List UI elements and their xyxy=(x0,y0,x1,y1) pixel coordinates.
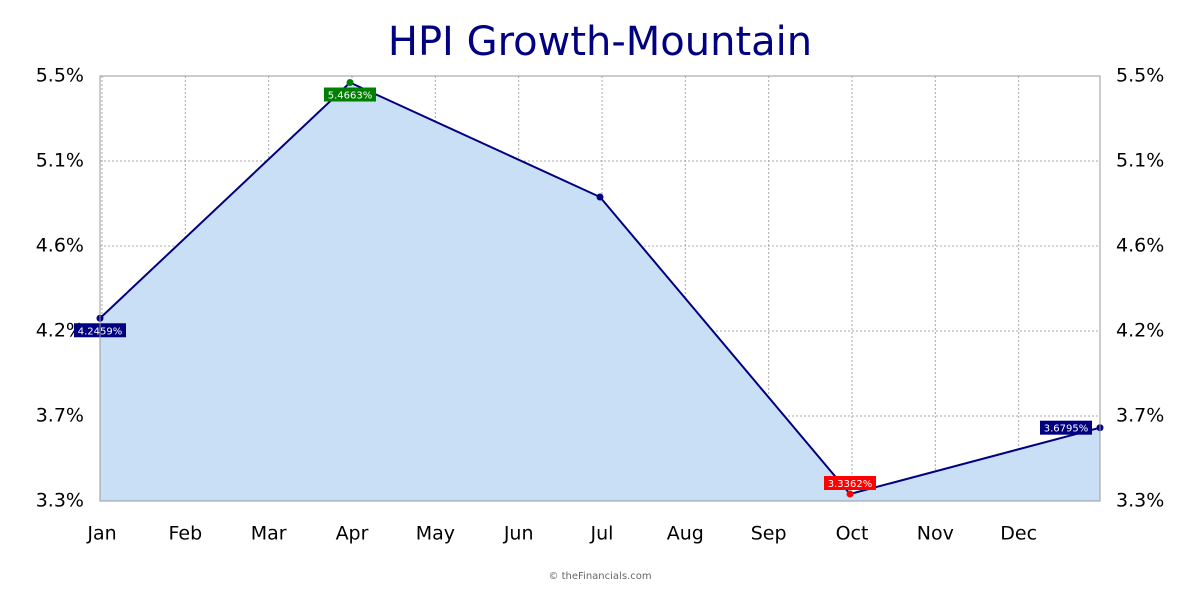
y2-tick-label: 5.5% xyxy=(1116,65,1164,87)
value-label: 3.3362% xyxy=(828,479,873,490)
value-label-bg xyxy=(324,87,376,102)
y-tick-label: 3.7% xyxy=(36,405,84,427)
value-label-bg xyxy=(1040,420,1092,435)
x-tick-label: Jul xyxy=(590,523,614,545)
y-tick-label: 4.2% xyxy=(36,320,84,342)
x-tick-label: Mar xyxy=(251,523,287,545)
x-tick-label: Oct xyxy=(836,523,869,545)
y-tick-label: 4.6% xyxy=(36,235,84,257)
y2-tick-label: 4.2% xyxy=(1116,320,1164,342)
value-label: 3.6795% xyxy=(1044,424,1089,435)
x-tick-label: Feb xyxy=(169,523,203,545)
x-tick-label: May xyxy=(416,523,455,545)
x-tick-label: Dec xyxy=(1000,523,1037,545)
x-tick-label: Nov xyxy=(917,523,954,545)
x-tick-label: Jun xyxy=(503,523,534,545)
y-tick-label: 5.1% xyxy=(36,150,84,172)
value-label-bg xyxy=(824,476,876,491)
y2-tick-label: 5.1% xyxy=(1116,150,1164,172)
y2-tick-label: 4.6% xyxy=(1116,235,1164,257)
x-tick-label: Sep xyxy=(751,523,787,545)
y2-tick-label: 3.3% xyxy=(1116,490,1164,512)
point xyxy=(846,490,854,498)
area xyxy=(100,82,1100,501)
value-label: 5.4663% xyxy=(328,91,373,102)
point xyxy=(346,79,354,87)
x-tick-label: Apr xyxy=(336,523,369,545)
plot-border xyxy=(99,75,1101,502)
x-tick-label: Aug xyxy=(667,523,704,545)
point xyxy=(596,193,604,201)
chart-title: HPI Growth-Mountain xyxy=(388,19,812,65)
y-tick-label: 5.5% xyxy=(36,65,84,87)
y-tick-label: 3.3% xyxy=(36,490,84,512)
footer: © theFinancials.com xyxy=(548,571,651,582)
x-tick-label: Jan xyxy=(86,523,116,545)
y2-tick-label: 3.7% xyxy=(1116,405,1164,427)
